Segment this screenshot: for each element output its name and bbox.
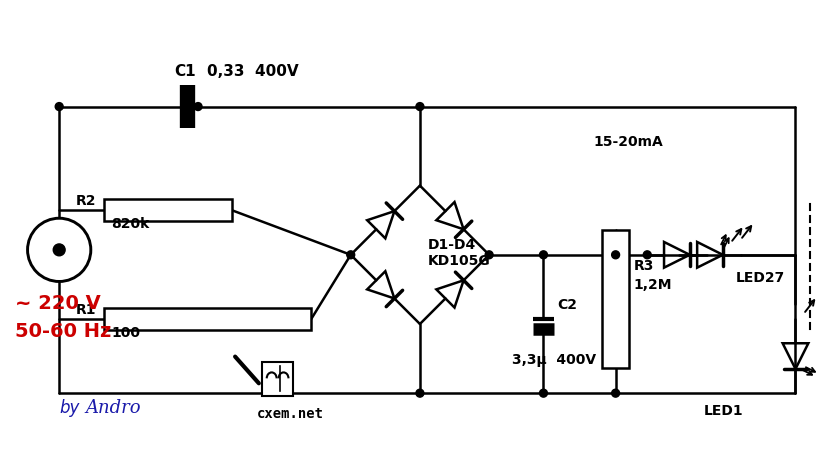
Text: D1-D4: D1-D4 (428, 238, 476, 252)
Circle shape (53, 244, 65, 256)
Text: 100: 100 (112, 326, 141, 340)
Circle shape (539, 389, 547, 397)
Text: 50-60 Hz: 50-60 Hz (15, 322, 111, 341)
Bar (103, 199, 232, 221)
Bar (602, 230, 629, 368)
Bar (262, 362, 294, 396)
Text: 0,33  400V: 0,33 400V (208, 64, 299, 79)
Text: R2: R2 (76, 194, 97, 208)
Text: by: by (60, 399, 79, 417)
Text: C1: C1 (174, 64, 195, 79)
Circle shape (55, 103, 63, 110)
Text: ~ 220 V: ~ 220 V (15, 294, 100, 313)
Circle shape (416, 103, 424, 110)
Text: KD105G: KD105G (428, 254, 490, 268)
Circle shape (612, 251, 619, 259)
Circle shape (485, 251, 493, 259)
Text: R1: R1 (76, 303, 97, 317)
Text: LED27: LED27 (736, 271, 786, 286)
Text: 3,3μ  400V: 3,3μ 400V (512, 353, 596, 367)
Circle shape (194, 103, 202, 110)
Text: LED1: LED1 (704, 404, 743, 418)
Text: 820k: 820k (112, 217, 150, 231)
Circle shape (612, 389, 619, 397)
Circle shape (643, 251, 651, 259)
Circle shape (347, 251, 355, 259)
Text: 15-20mA: 15-20mA (594, 135, 663, 149)
Bar (103, 308, 311, 330)
Circle shape (539, 251, 547, 259)
Text: C2: C2 (557, 298, 577, 312)
Text: R3: R3 (633, 258, 654, 273)
Circle shape (416, 389, 424, 397)
Text: cxem.net: cxem.net (257, 407, 324, 421)
Text: 1,2M: 1,2M (633, 278, 672, 292)
Text: Andro: Andro (86, 399, 141, 417)
